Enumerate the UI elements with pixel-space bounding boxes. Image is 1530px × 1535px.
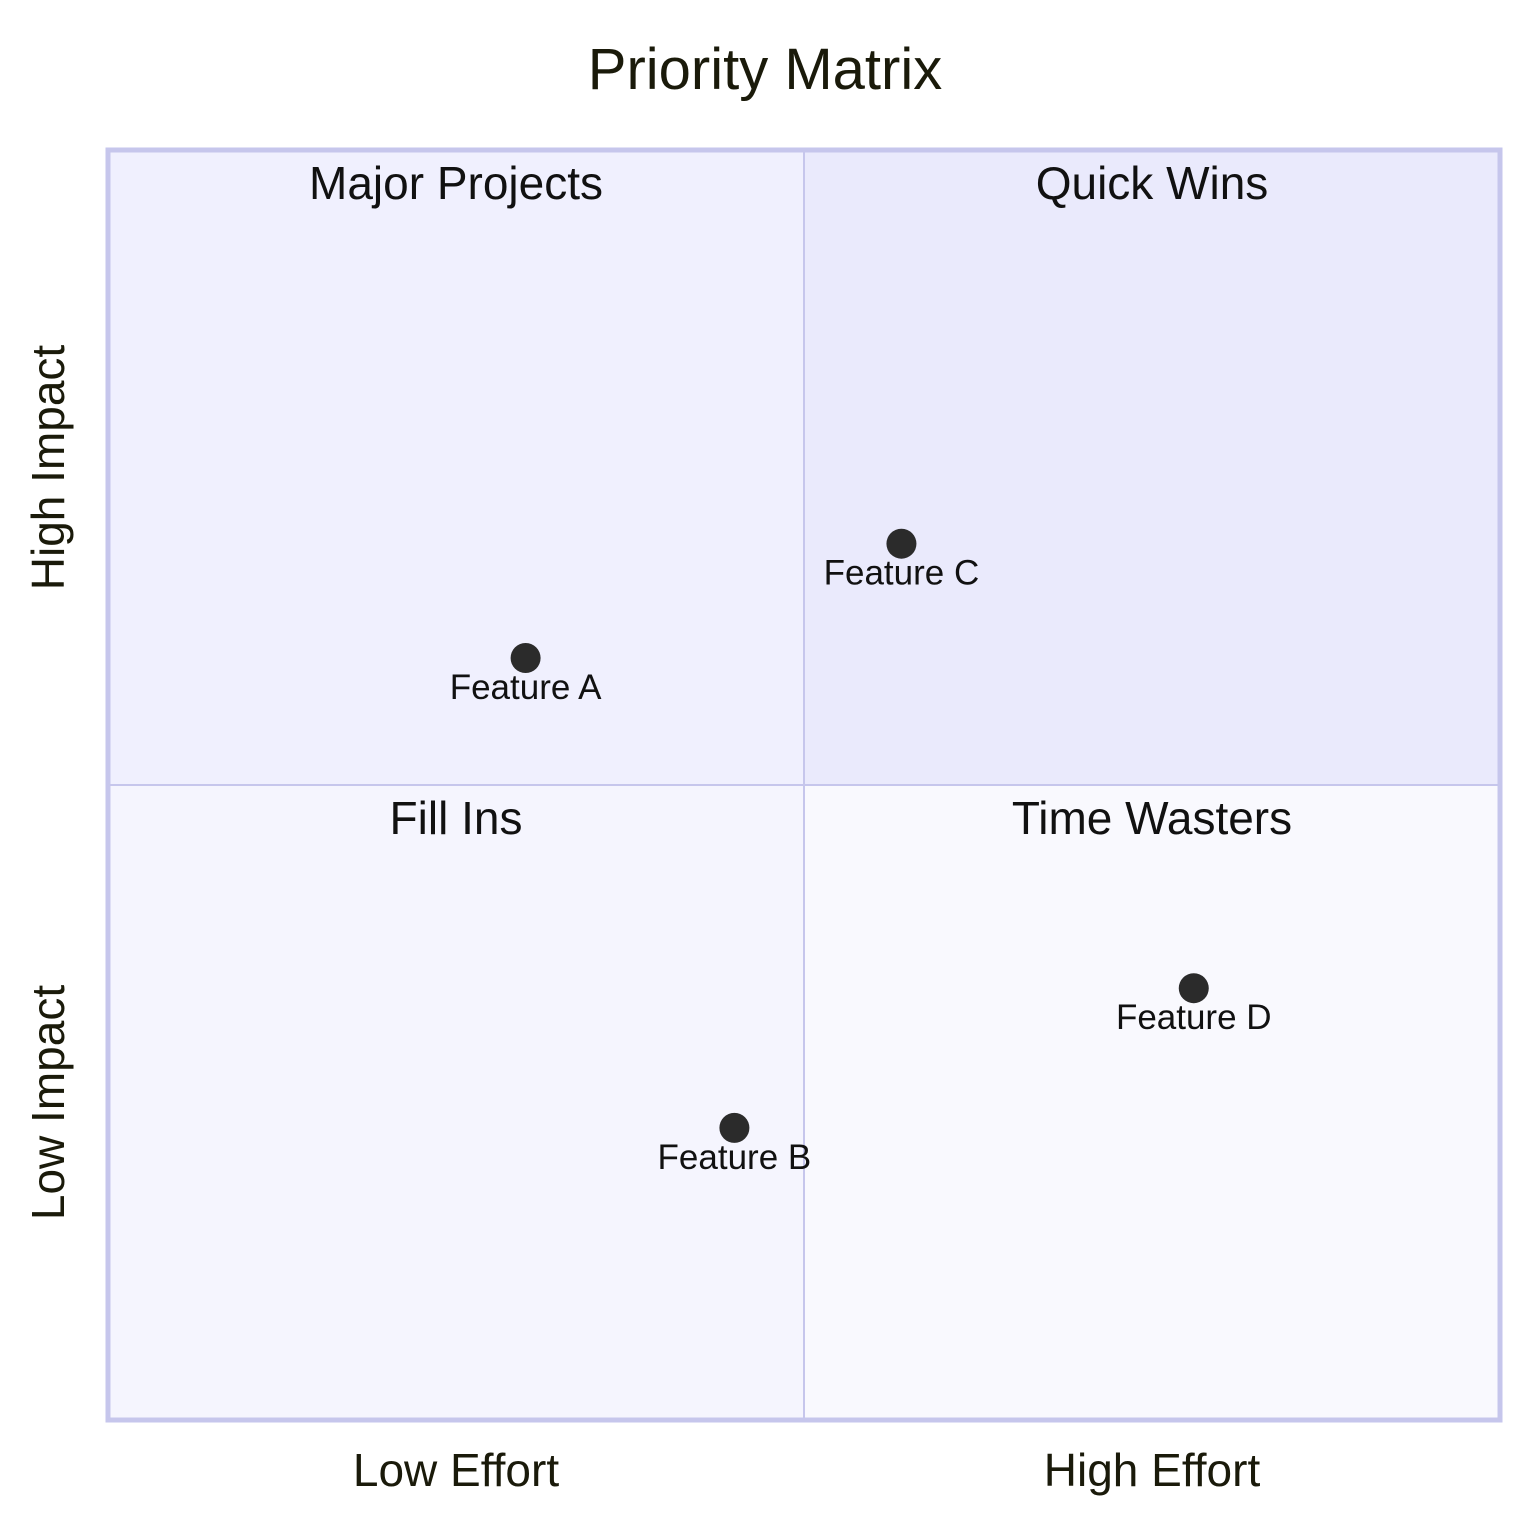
- quadrant-major-projects: [108, 150, 804, 785]
- y-axis-high-label: High Impact: [22, 345, 74, 591]
- data-label-feature-c: Feature C: [824, 554, 980, 593]
- data-point-feature-d: [1178, 973, 1209, 1004]
- x-axis-low-label: Low Effort: [353, 1444, 559, 1496]
- data-label-feature-a: Feature A: [450, 668, 602, 707]
- data-point-feature-b: [719, 1112, 750, 1143]
- plot-border: [105, 147, 1503, 1423]
- data-points: Feature A Feature B Feature C Feature D: [450, 528, 1272, 1177]
- x-axis-high-label: High Effort: [1044, 1444, 1261, 1496]
- chart-title: Priority Matrix: [588, 37, 942, 102]
- data-label-feature-d: Feature D: [1116, 998, 1272, 1037]
- quadrant-label-quick-wins: Quick Wins: [1036, 157, 1269, 209]
- quadrant-time-wasters: [804, 785, 1500, 1420]
- quadrant-quick-wins: [804, 150, 1500, 785]
- quadrant-fill-ins: [108, 785, 804, 1420]
- data-label-feature-b: Feature B: [658, 1138, 812, 1177]
- y-axis-low-label: Low Impact: [22, 985, 74, 1220]
- quadrant-label-major-projects: Major Projects: [309, 157, 603, 209]
- quadrant-label-fill-ins: Fill Ins: [390, 792, 523, 844]
- data-point-feature-a: [510, 643, 541, 673]
- quadrant-label-time-wasters: Time Wasters: [1012, 792, 1292, 844]
- data-point-feature-c: [886, 528, 917, 559]
